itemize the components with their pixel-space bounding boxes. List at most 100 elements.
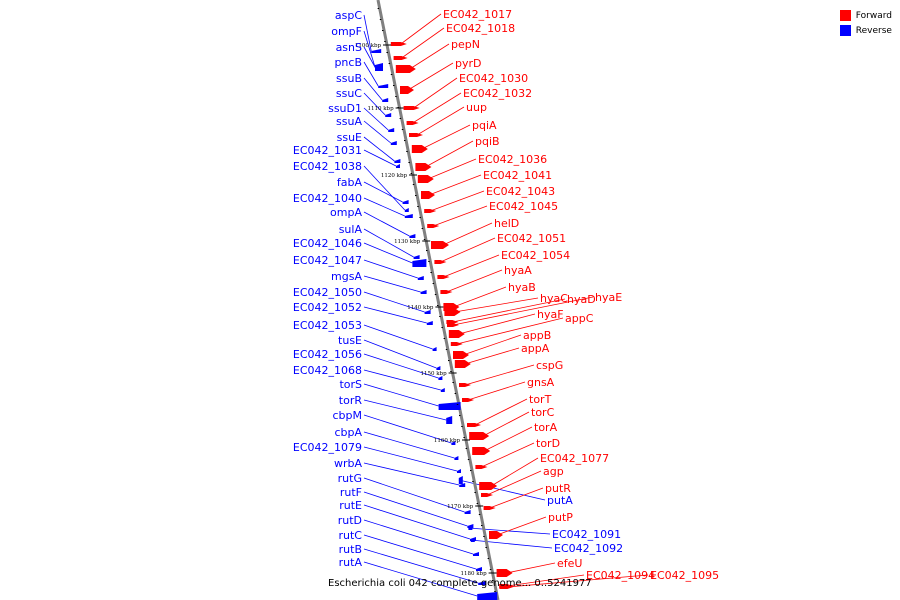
axis-dot [406,151,408,152]
reverse-gene-label: EC042_1092 [554,542,623,555]
reverse-gene-feature [438,376,443,380]
reverse-gene-feature [440,388,445,392]
forward-connector [496,516,547,536]
reverse-connector [363,431,455,459]
forward-gene-label: gnsA [527,376,555,389]
reverse-gene-feature [432,347,437,351]
forward-gene-feature [393,56,408,60]
reverse-connector [363,46,377,70]
forward-gene-feature [415,163,432,171]
forward-gene-feature [421,191,435,199]
forward-connector [481,442,535,468]
forward-connector [452,296,594,326]
reverse-gene-feature [402,200,409,204]
scale-tick-label: 1120 kbp [381,173,408,179]
forward-gene-feature [469,432,490,440]
forward-gene-label: hyaB [508,281,536,294]
reverse-gene-label: wrbA [334,457,363,470]
axis-dot [434,294,437,295]
reverse-connector [363,77,383,101]
forward-gene-feature [479,482,498,490]
axis-dot [430,272,432,273]
axis-dot [487,558,490,559]
forward-gene-label: EC042_1094 [586,569,655,582]
axis-dot [459,415,461,416]
forward-gene-label: EC042_1045 [489,200,558,213]
forward-gene-feature [395,65,416,73]
forward-connector [430,190,485,212]
forward-gene-label: pyrD [455,57,482,70]
reverse-gene-feature [476,567,482,571]
reverse-gene-label: mgsA [331,270,362,283]
reverse-gene-label: EC042_1046 [293,237,362,250]
axis-dot [443,338,446,339]
scale-tick-label: 1160 kbp [434,438,461,444]
axis-dot [384,41,386,42]
forward-connector [409,43,450,70]
forward-gene-label: EC042_1043 [486,185,555,198]
forward-gene-feature [496,569,513,577]
reverse-gene-label: putA [547,494,573,507]
reverse-connector [458,479,546,501]
reverse-connector [363,136,395,162]
forward-connector [443,254,500,278]
forward-gene-feature [459,383,471,387]
forward-gene-label: EC042_1036 [478,153,547,166]
forward-gene-label: EC042_1095 [650,569,719,582]
forward-gene-label: pqiA [472,119,497,132]
reverse-gene-feature [436,366,441,370]
reverse-connector [363,383,439,407]
reverse-gene-label: ssuD1 [328,102,362,115]
axis-dot [388,63,391,64]
axis-dot [408,162,410,163]
reverse-color-swatch [839,25,851,36]
forward-gene-feature [411,145,428,153]
reverse-connector [363,107,389,131]
reverse-connector [363,181,403,203]
forward-gene-label: torT [529,393,552,406]
forward-connector [507,574,649,588]
forward-connector [413,77,458,109]
reverse-gene-label: rutB [339,543,362,556]
reverse-gene-label: EC042_1091 [552,528,621,541]
forward-gene-label: torA [534,421,558,434]
reverse-gene-label: ssuE [337,131,362,144]
forward-gene-feature [406,121,419,125]
reverse-connector [363,353,439,379]
reverse-gene-label: rutE [339,499,362,512]
forward-gene-label: EC042_1054 [501,249,570,262]
axis-dot [470,470,472,471]
reverse-gene-label: cbpA [334,426,362,439]
forward-gene-feature [475,465,488,469]
axis-dot [450,371,452,372]
scale-tick-label: 1170 kbp [447,504,474,510]
axis-dot [397,107,399,108]
reverse-gene-label: EC042_1052 [293,301,362,314]
reverse-gene-feature [388,128,395,132]
reverse-connector [363,399,447,421]
reverse-gene-feature [446,416,453,424]
forward-gene-label: uup [466,101,487,114]
reverse-connector [363,120,392,144]
forward-connector [464,347,520,365]
axis-dot [461,426,463,427]
reverse-gene-feature [464,510,471,514]
reverse-gene-feature [478,581,487,585]
forward-connector [433,205,488,227]
reverse-gene-feature [412,259,427,267]
reverse-gene-label: ompF [331,25,362,38]
forward-connector [467,381,526,401]
forward-gene-label: efeU [557,557,582,570]
forward-connector [453,286,507,308]
forward-gene-label: EC042_1051 [497,232,566,245]
forward-connector [483,411,530,437]
forward-gene-label: torC [531,406,555,419]
reverse-connector [363,259,418,279]
axis-dot [404,140,406,141]
forward-gene-feature [467,423,481,427]
forward-connector [407,62,454,91]
forward-gene-label: EC042_1030 [459,72,528,85]
reverse-gene-feature [457,469,461,473]
axis-dot [417,206,419,207]
forward-gene-feature [472,447,491,455]
